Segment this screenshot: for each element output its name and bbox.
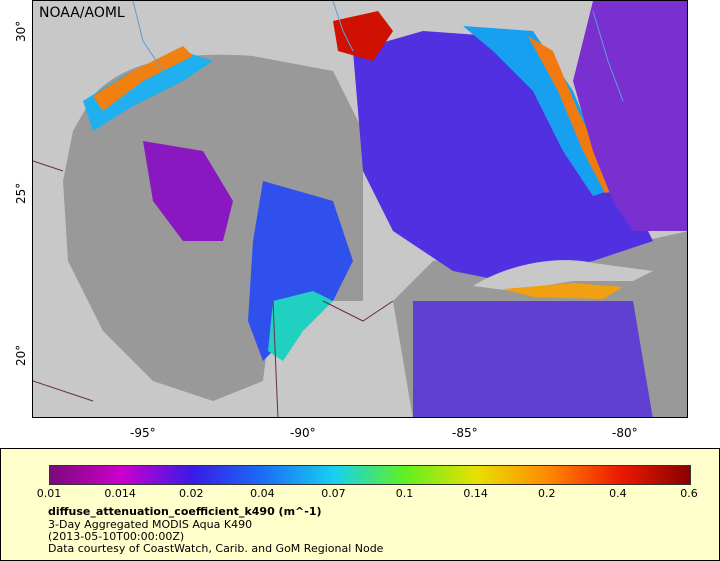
- colorbar-tick-label: 0.4: [609, 487, 627, 500]
- colorbar-tick-label: 0.1: [395, 487, 414, 500]
- florida-shelf-data: [463, 26, 623, 196]
- legend-courtesy: Data courtesy of CoastWatch, Carib. and …: [48, 542, 384, 555]
- river: [132, 1, 164, 72]
- border-line: [33, 380, 94, 402]
- lat-tick-20: 20°: [14, 344, 28, 366]
- colorbar-tick-label: 0.07: [321, 487, 346, 500]
- legend-date: (2013-05-10T00:00:00Z): [48, 530, 185, 543]
- colorbar-tick-label: 0.2: [538, 487, 556, 500]
- colorbar-tick-label: 0.14: [463, 487, 488, 500]
- cuba-coast-high: [503, 283, 623, 299]
- k490-map: [33, 1, 687, 417]
- legend-panel: 0.01 0.014 0.02 0.04 0.07 0.1 0.14 0.2 0.4 0.6 di…: [0, 448, 720, 561]
- eastern-gulf-data: [353, 31, 653, 281]
- lat-tick-30: 30°: [14, 20, 28, 42]
- colorbar-tick-label: 0.6: [680, 487, 698, 500]
- river: [332, 1, 354, 52]
- colorbar-tick-label: 0.04: [250, 487, 275, 500]
- colorbar: [49, 465, 691, 485]
- river: [592, 10, 624, 102]
- texas-coast-high: [93, 46, 193, 111]
- lon-tick-95: -95°: [130, 426, 156, 440]
- atlantic-data: [573, 1, 687, 231]
- legend-product: 3-Day Aggregated MODIS Aqua K490: [48, 518, 253, 531]
- border-line: [272, 300, 279, 417]
- bay-of-campeche-data: [143, 141, 233, 241]
- legend-variable: diffuse_attenuation_coefficient_k490 (m^…: [48, 505, 322, 518]
- lon-tick-90: -90°: [290, 426, 316, 440]
- yucatan-coast-high: [268, 291, 333, 361]
- map-panel: NOAA/AOML: [32, 0, 688, 418]
- border-line: [322, 300, 394, 322]
- colorbar-tick-label: 0.01: [36, 487, 62, 500]
- lon-tick-80: -80°: [612, 426, 638, 440]
- texas-shelf-data: [83, 51, 213, 131]
- credit-label: NOAA/AOML: [39, 5, 125, 21]
- cuba-island: [473, 260, 653, 291]
- lon-tick-85: -85°: [452, 426, 478, 440]
- colorbar-tick-label: 0.014: [104, 487, 136, 500]
- lat-tick-25: 25°: [14, 182, 28, 204]
- colorbar-tick-label: 0.02: [178, 487, 204, 500]
- mississippi-plume: [333, 11, 393, 61]
- caribbean-data: [413, 301, 653, 417]
- border-line: [33, 160, 64, 172]
